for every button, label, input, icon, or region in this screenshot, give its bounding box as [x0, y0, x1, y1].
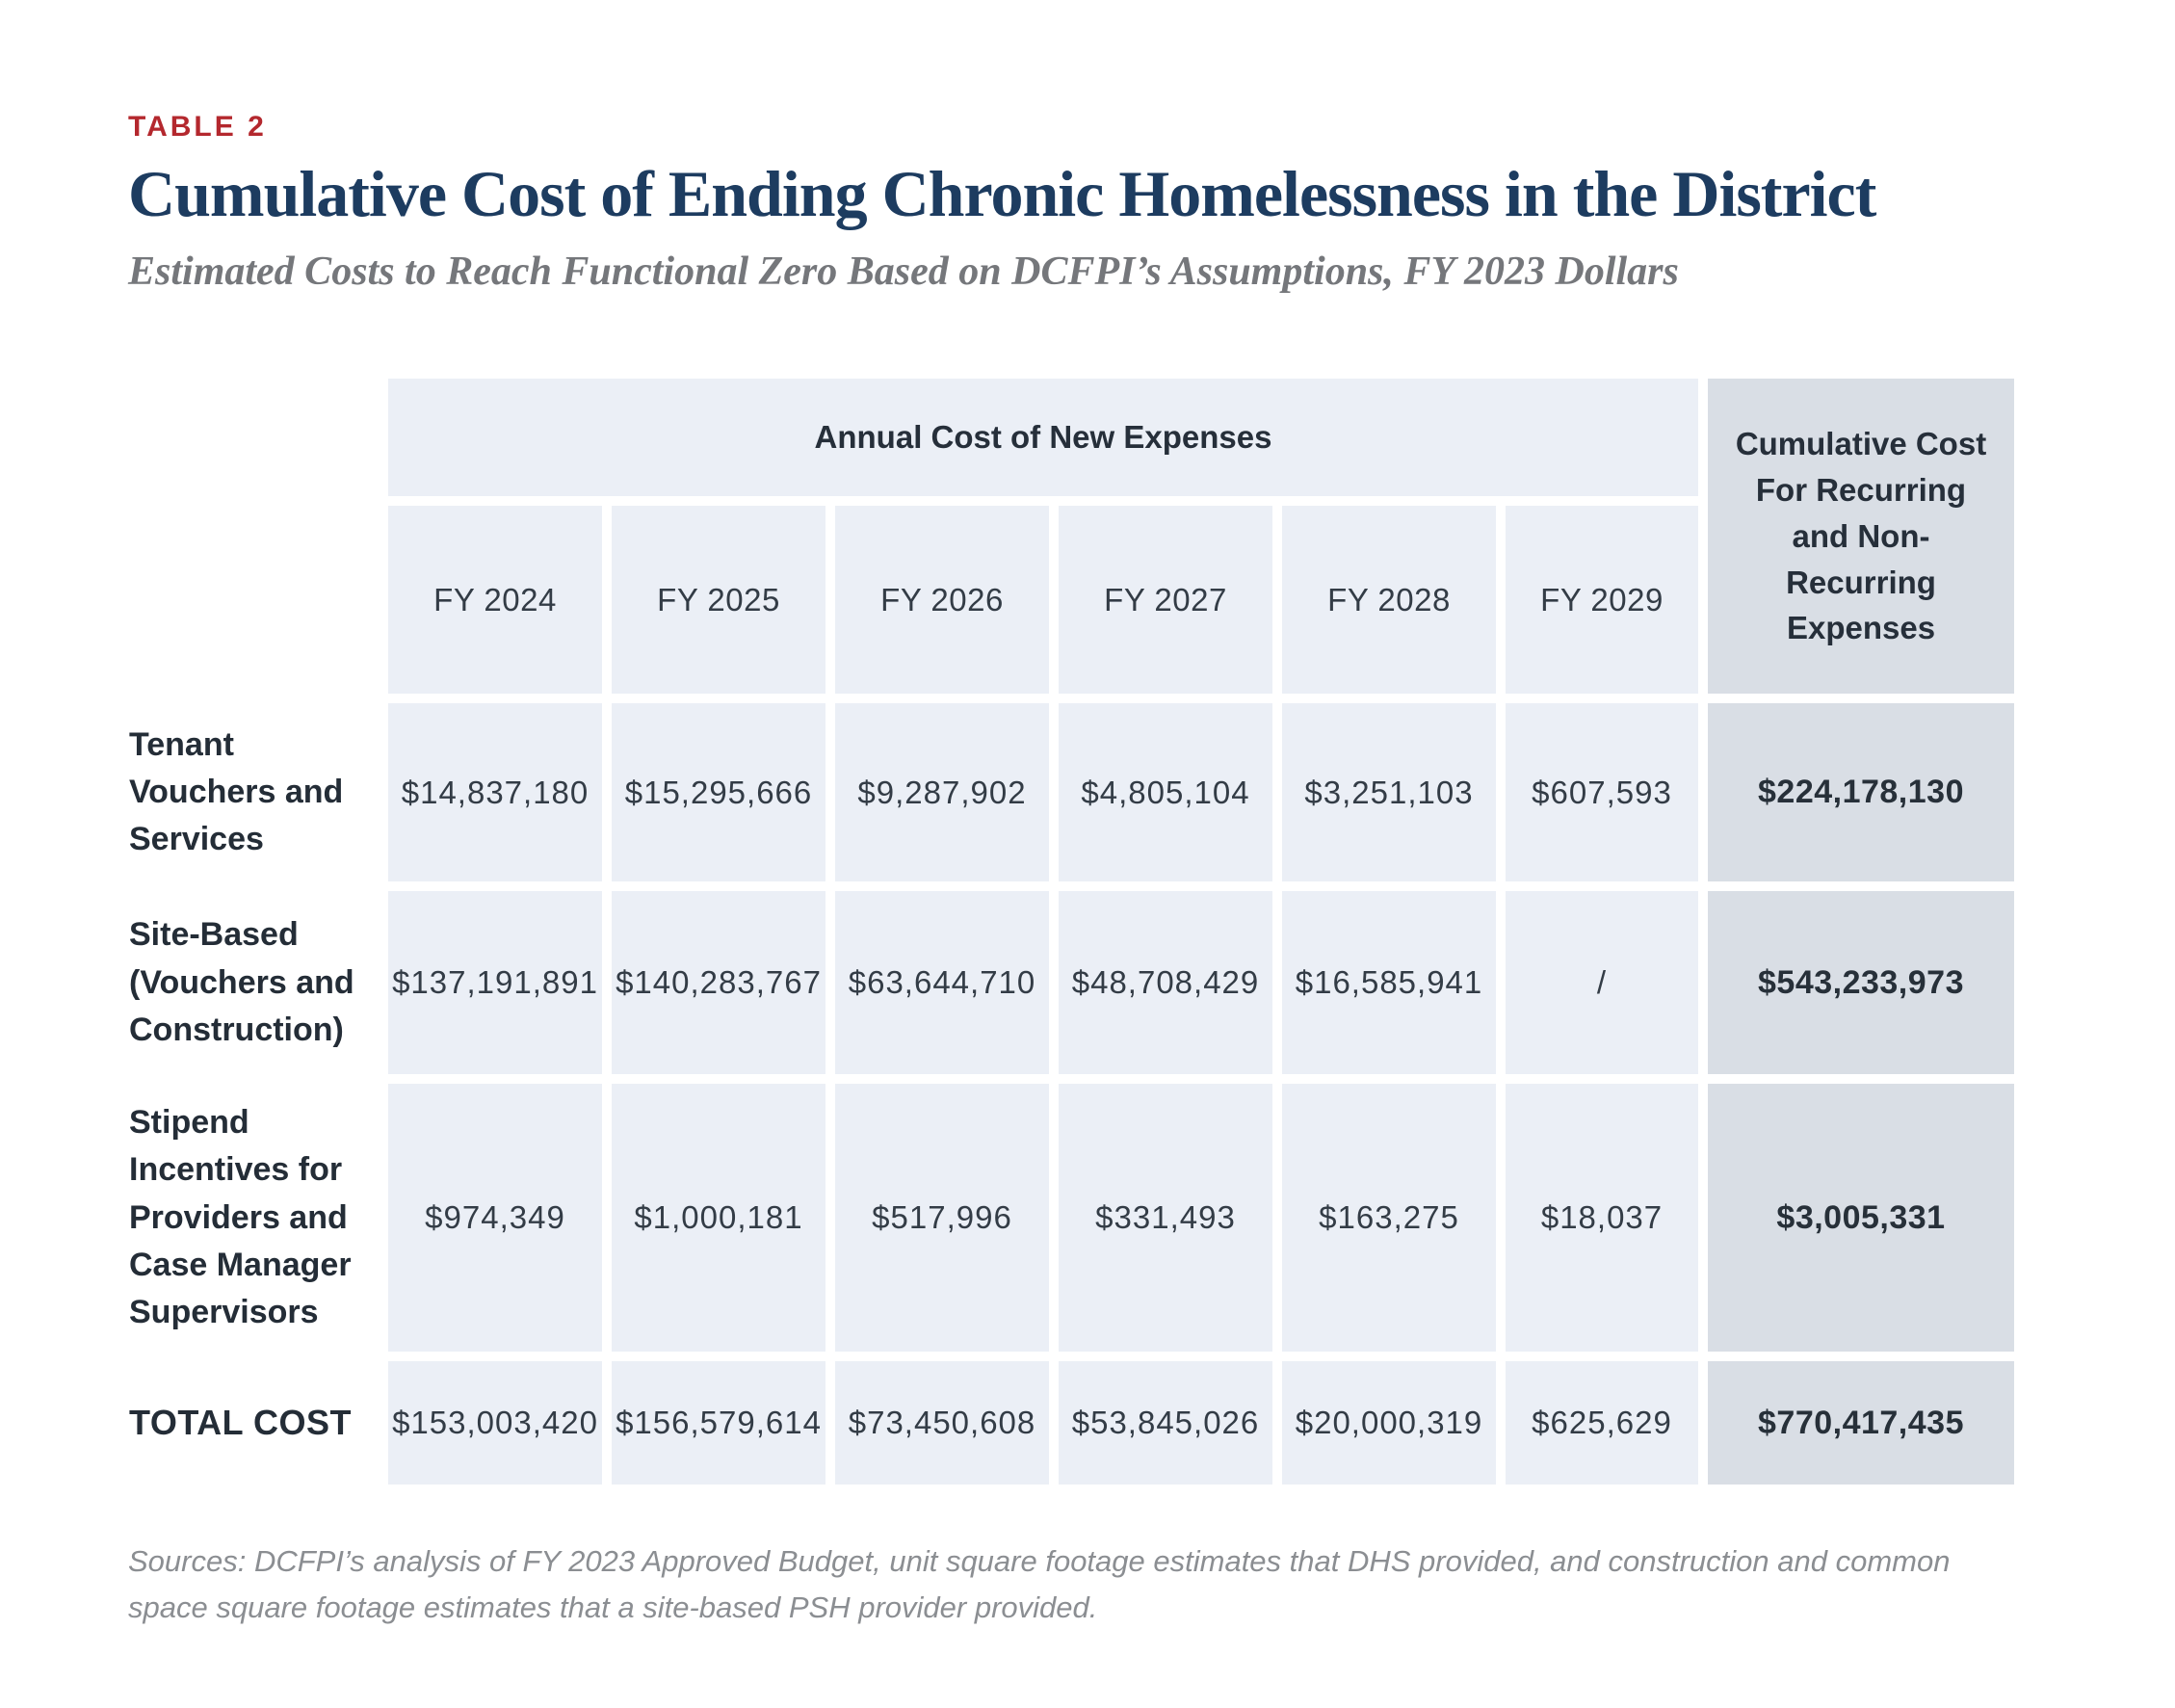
table-cell: $9,287,902 [835, 703, 1049, 882]
table-row-total-cost: TOTAL COST $153,003,420 $156,579,614 $73… [128, 1361, 2014, 1485]
table-cell: $15,295,666 [612, 703, 825, 882]
table-cell: $4,805,104 [1059, 703, 1272, 882]
table-cell: $140,283,767 [612, 891, 825, 1075]
cost-table: Annual Cost of New Expenses Cumulative C… [118, 369, 2024, 1494]
page-subtitle: Estimated Costs to Reach Functional Zero… [128, 249, 1679, 294]
sources-line: space square footage estimates that a si… [128, 1590, 1098, 1625]
year-header-fy2027: FY 2027 [1059, 506, 1272, 695]
table-cell: $14,837,180 [388, 703, 602, 882]
table-cell: $18,037 [1506, 1084, 1698, 1353]
group-header-annual-cost: Annual Cost of New Expenses [388, 379, 1698, 497]
cumulative-cell: $3,005,331 [1708, 1084, 2014, 1353]
table-cell: $137,191,891 [388, 891, 602, 1075]
table-header-row-years: FY 2024 FY 2025 FY 2026 FY 2027 FY 2028 … [128, 506, 2014, 695]
table-cell: $156,579,614 [612, 1361, 825, 1485]
table-number-label: TABLE 2 [128, 111, 267, 143]
cumulative-cell: $224,178,130 [1708, 703, 2014, 882]
header-spacer-cell [128, 506, 379, 694]
table-cell: / [1506, 891, 1698, 1075]
table-cell: $607,593 [1506, 703, 1698, 882]
year-header-fy2024: FY 2024 [388, 506, 602, 695]
year-header-fy2025: FY 2025 [612, 506, 825, 695]
row-label-site-based: Site-Based (Vouchers and Construction) [129, 916, 354, 1048]
page-title: Cumulative Cost of Ending Chronic Homele… [128, 157, 1876, 230]
row-label-stipend-incentives: Stipend Incentives for Providers and Cas… [129, 1103, 352, 1331]
sources-line: Sources: DCFPI’s analysis of FY 2023 App… [128, 1544, 1951, 1579]
table-cell: $48,708,429 [1059, 891, 1272, 1075]
year-header-fy2026: FY 2026 [835, 506, 1049, 695]
table-cell: $974,349 [388, 1084, 602, 1353]
table-cell: $53,845,026 [1059, 1361, 1272, 1485]
table-cell: $20,000,319 [1282, 1361, 1496, 1485]
year-header-fy2029: FY 2029 [1506, 506, 1698, 695]
table-cell: $16,585,941 [1282, 891, 1496, 1075]
table-cell: $517,996 [835, 1084, 1049, 1353]
table-row-site-based: Site-Based (Vouchers and Construction) $… [128, 891, 2014, 1075]
table-cell: $153,003,420 [388, 1361, 602, 1485]
row-label-total-cost: TOTAL COST [129, 1403, 353, 1443]
table-row-stipend-incentives: Stipend Incentives for Providers and Cas… [128, 1084, 2014, 1353]
page-header: TABLE 2 Cumulative Cost of Ending Chroni… [128, 111, 2059, 296]
table-header-row-group: Annual Cost of New Expenses Cumulative C… [128, 379, 2014, 695]
table-cell: $73,450,608 [835, 1361, 1049, 1485]
cumulative-cell: $770,417,435 [1708, 1361, 2014, 1485]
table-cell: $625,629 [1506, 1361, 1698, 1485]
header-spacer-cell [128, 379, 379, 496]
year-header-fy2028: FY 2028 [1282, 506, 1496, 695]
cumulative-cell: $543,233,973 [1708, 891, 2014, 1075]
table-cell: $63,644,710 [835, 891, 1049, 1075]
table-cell: $3,251,103 [1282, 703, 1496, 882]
table-cell: $163,275 [1282, 1084, 1496, 1353]
table-cell: $331,493 [1059, 1084, 1272, 1353]
sources-note: Sources: DCFPI’s analysis of FY 2023 App… [128, 1538, 2175, 1631]
table-row-tenant-vouchers: Tenant Vouchers and Services $14,837,180… [128, 703, 2014, 882]
cumulative-header: Cumulative Cost For Recurring and Non-Re… [1708, 379, 2014, 695]
table-cell: $1,000,181 [612, 1084, 825, 1353]
row-label-tenant-vouchers: Tenant Vouchers and Services [129, 725, 344, 858]
